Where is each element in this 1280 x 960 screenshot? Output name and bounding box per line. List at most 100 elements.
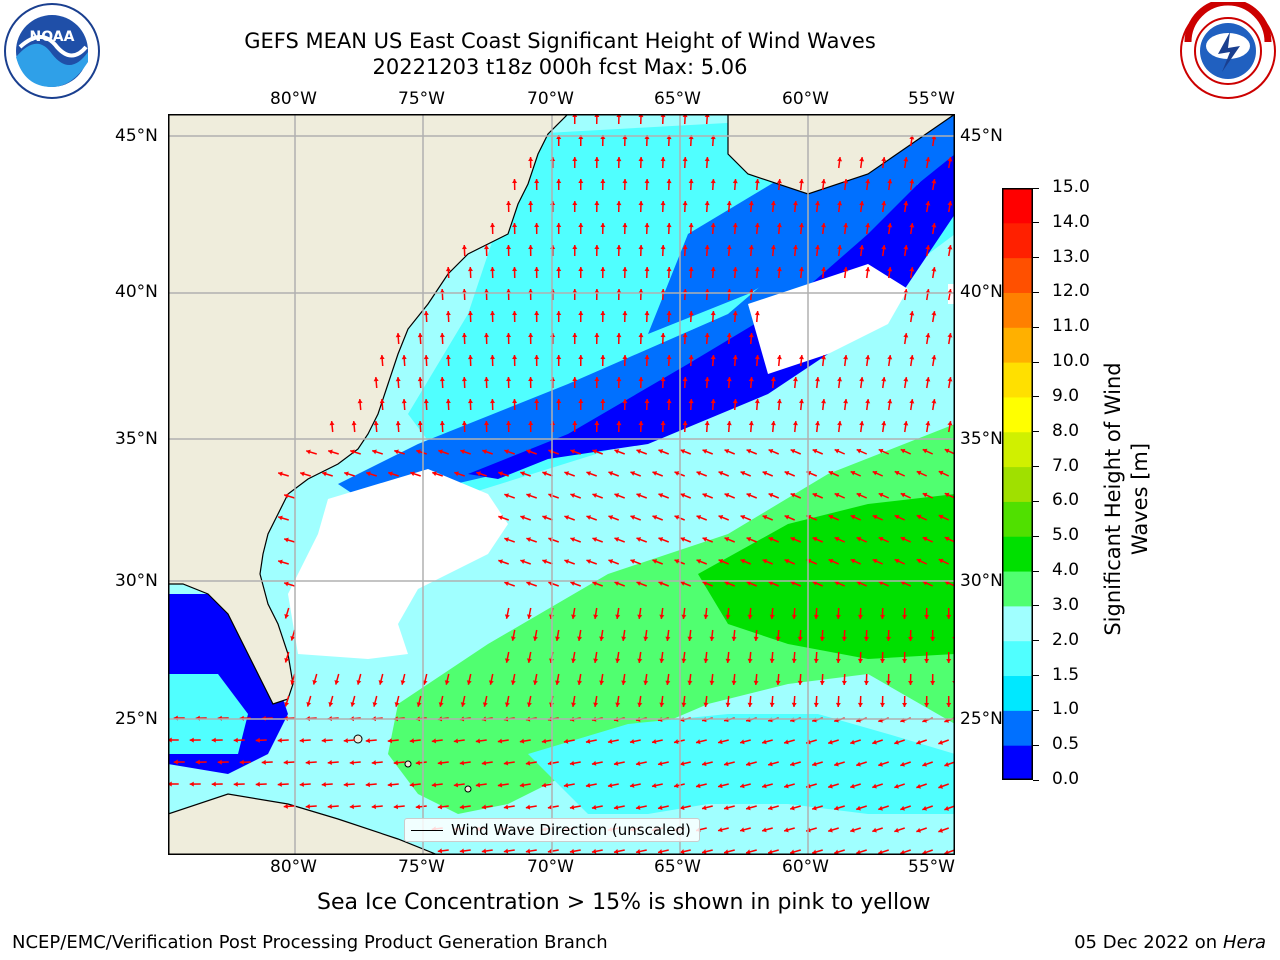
wind-wave-arrow-head (615, 614, 621, 619)
wind-wave-arrow-head (834, 805, 839, 811)
wind-wave-arrow-head (504, 702, 510, 707)
wind-wave-arrow-head (704, 289, 710, 294)
wind-wave-arrow-head (924, 702, 930, 707)
wind-wave-arrow-head (290, 679, 296, 685)
wind-wave-arrow-head (644, 135, 650, 140)
wind-wave-arrow-head (594, 201, 600, 206)
lon-tick-bottom-60w: 60°W (782, 857, 829, 877)
wind-wave-arrow-head (681, 702, 687, 707)
colorbar-swatch (1002, 362, 1033, 398)
wind-wave-arrow-head (299, 737, 304, 743)
wind-wave-arrow-head (872, 739, 877, 745)
wind-wave-arrow-head (931, 311, 937, 316)
wind-wave-arrow-head (762, 739, 767, 745)
wind-wave-arrow-head (344, 471, 349, 477)
wind-wave-arrow-head (334, 680, 340, 685)
wind-wave-arrow-head (709, 636, 715, 641)
wind-wave-arrow-head (841, 636, 847, 641)
wind-wave-arrow-head (682, 201, 688, 206)
wind-wave-arrow-head (189, 737, 194, 743)
wind-wave-arrow-head (666, 135, 672, 140)
lon-tick-top-65w: 65°W (654, 89, 701, 109)
wind-wave-arrow-head (944, 806, 950, 811)
wave-zone-south-cyan (528, 714, 955, 814)
wind-wave-arrow-head (768, 761, 773, 767)
wind-wave-arrow-head (526, 658, 532, 663)
wind-wave-arrow-head (570, 449, 576, 454)
colorbar-tick-mark (1033, 675, 1039, 677)
colorbar-tick-label: 11.0 (1052, 316, 1090, 337)
wind-wave-arrow-head (630, 559, 636, 564)
wind-wave-arrow-head (682, 114, 688, 118)
wind-wave-arrow-head (616, 201, 622, 206)
wind-wave-arrow-head (483, 333, 489, 338)
wind-wave-arrow-head (740, 559, 746, 564)
wind-wave-arrow-head (924, 614, 930, 619)
wind-wave-arrow-head (835, 614, 841, 619)
noaa-logo-text: NOAA (30, 29, 75, 45)
colorbar-swatches (1002, 188, 1033, 781)
colorbar-swatch (1002, 536, 1033, 572)
wind-wave-arrow-head (674, 739, 679, 745)
wind-wave-arrow-head (947, 333, 953, 338)
wind-wave-arrow-head (371, 760, 376, 766)
colorbar-tick-mark (1033, 257, 1039, 259)
wind-wave-arrow-head (843, 399, 849, 404)
wind-wave-arrow-head (680, 805, 685, 811)
wind-wave-arrow-head (534, 355, 540, 360)
wind-wave-arrow-head (754, 267, 760, 272)
wind-wave-arrow-head (635, 849, 641, 854)
wind-wave-arrow-head (776, 399, 782, 404)
wind-wave-arrow-head (504, 493, 509, 499)
wind-wave-arrow-head (725, 614, 731, 619)
wind-wave-arrow-head (616, 377, 622, 382)
wind-wave-arrow-head (395, 377, 401, 382)
wind-wave-arrow-head (944, 580, 950, 586)
wind-wave-arrow-head (821, 267, 827, 272)
wind-wave-arrow-head (594, 377, 600, 382)
wind-wave-arrow-head (746, 449, 752, 454)
wind-wave-arrow-head (881, 377, 887, 382)
wind-wave-arrow-head (815, 245, 821, 250)
wind-wave-arrow-head (916, 514, 922, 520)
wind-wave-arrow-head (710, 399, 716, 404)
wind-wave-arrow-head (498, 559, 503, 565)
wind-wave-arrow-head (439, 421, 445, 426)
wind-wave-arrow-head (909, 223, 915, 228)
wind-wave-arrow-head (925, 333, 931, 338)
wind-wave-arrow-head (947, 245, 953, 250)
wind-wave-arrow-head (688, 267, 694, 272)
wind-wave-arrow-head (594, 421, 600, 426)
wind-wave-arrow-head (490, 267, 496, 272)
wind-wave-arrow-head (327, 804, 332, 810)
wind-wave-arrow-head (812, 448, 818, 454)
wind-wave-arrow-head (665, 636, 671, 641)
wind-wave-arrow-head (417, 333, 423, 338)
wind-wave-arrow-head (506, 421, 512, 426)
wind-wave-arrow-head (726, 377, 732, 382)
wind-wave-arrow-head (525, 804, 531, 810)
wind-wave-arrow-head (770, 245, 776, 250)
wind-wave-arrow-head (475, 782, 481, 788)
land-bahamas-3 (464, 785, 472, 793)
wind-wave-arrow-head (534, 399, 540, 404)
wind-wave-arrow-head (621, 636, 627, 641)
wind-wave-arrow-head (600, 355, 606, 360)
wind-wave-arrow-head (754, 311, 760, 316)
wind-wave-arrow-head (503, 804, 509, 810)
wind-wave-arrow-head (520, 559, 525, 565)
wind-wave-arrow-head (938, 784, 943, 789)
wind-wave-arrow-head (350, 702, 356, 707)
wind-wave-arrow-head (490, 355, 496, 360)
wind-wave-arrow-head (498, 471, 503, 477)
wind-wave-arrow-head (702, 537, 708, 542)
wind-wave-arrow-head (284, 701, 290, 707)
wind-wave-arrow-head (902, 614, 908, 619)
wind-wave-arrow-head (432, 471, 437, 477)
wind-wave-arrow-head (445, 267, 451, 272)
wind-wave-arrow-head (850, 514, 856, 520)
wind-wave-arrow-head (498, 515, 503, 521)
wind-wave-arrow-head (542, 559, 547, 564)
wind-wave-arrow-head (571, 658, 577, 663)
wind-wave-arrow-head (709, 680, 715, 685)
